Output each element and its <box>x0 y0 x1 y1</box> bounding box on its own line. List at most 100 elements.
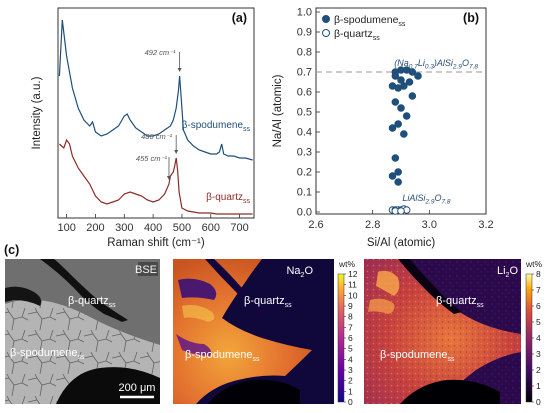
raman-spodumene-label: β-spodumeness <box>182 120 251 133</box>
raman-spodumene-line <box>58 19 253 161</box>
li2o-map: Li2O β-quartzss β-spodumeness wt% 0 1 2 3 4 5… <box>364 259 543 407</box>
bse-quartz-label: β-quartzss <box>68 295 116 309</box>
spodumene-point <box>391 72 400 80</box>
li2o-colorbar-tick-label: 4 <box>536 333 541 343</box>
na2o-colorbar-tick-label: 3 <box>348 365 353 375</box>
li2o-colorbar-tick-label: 5 <box>536 317 541 327</box>
panel-b-y-tick-label: 0.5 <box>297 107 312 119</box>
spodumene-point <box>394 168 402 176</box>
bse-void <box>56 367 160 404</box>
panel-a-x-tick-label: 400 <box>144 222 162 234</box>
panel-b-y-tick-label: 0.3 <box>297 147 312 159</box>
na2o-colorbar-tick-label: 12 <box>348 269 358 279</box>
panel-a-x-tick-label: 700 <box>230 222 248 234</box>
na2o-tag: Na2O <box>286 265 313 279</box>
panel-b-x-tick-label: 2.8 <box>365 219 380 231</box>
bse-spodumene-label: β-spodumeness <box>10 347 85 361</box>
panel-b-x-ticks: 2.6 2.8 3.0 3.2 <box>308 210 494 231</box>
na2o-colorbar <box>337 273 345 403</box>
spodumene-point <box>391 98 400 106</box>
panel-b-y-tick-label: 0.1 <box>297 187 312 199</box>
spodumene-point <box>394 178 402 186</box>
li2o-colorbar-tick-label: 0 <box>536 397 541 407</box>
raman-quartz-line <box>58 138 253 215</box>
legend-label: β-quartzss <box>334 28 380 42</box>
legend-label: β-spodumeness <box>334 14 406 28</box>
spodumene-point <box>397 76 405 84</box>
raman-peak-annotation: 455 cm⁻¹ <box>136 154 168 163</box>
bse-dark-crack-band <box>40 259 128 322</box>
panel-b-y-tick-label: 0.8 <box>297 47 312 59</box>
panel-b-y-ticks: 0.0 0.1 0.2 0.3 0.4 0.5 0.6 0.7 0.8 0.9 1.0 <box>297 7 320 219</box>
panel-b-points <box>388 66 422 215</box>
na2o-colorbar-tick-label: 1 <box>348 386 353 396</box>
na2o-colorbar-tick-label: 0 <box>348 397 353 407</box>
raman-peak-arrowhead <box>174 150 179 154</box>
na2o-colorbar-tick-label: 2 <box>348 376 353 386</box>
panel-a: (a) 100 200 300 400 500 600 700 Raman shift (c… <box>31 7 255 249</box>
spodumene-point <box>391 154 400 162</box>
li2o-colorbar <box>525 273 533 403</box>
panel-b-y-tick-label: 0.6 <box>297 87 312 99</box>
bse-image: BSE β-quartzss β-spodumeness 200 μm <box>5 259 160 404</box>
scale-bar-label: 200 μm <box>119 382 156 394</box>
spodumene-point <box>394 120 402 128</box>
panel-b-x-axis-title: Si/Al (atomic) <box>367 237 436 249</box>
panel-b-x-tick-label: 3.2 <box>478 219 493 231</box>
spodumene-point <box>397 104 405 112</box>
spodumene-point <box>408 92 417 100</box>
panel-a-x-tick-label: 100 <box>57 222 75 234</box>
panel-b: (b) 2.6 2.8 3.0 3.2 0.00.10.20.30.40.50.60.… <box>272 7 494 250</box>
na2o-void <box>208 379 300 404</box>
panel-a-y-axis-title: Intensity (a.u.) <box>31 76 43 149</box>
panel-b-y-tick-label: 1.0 <box>297 7 312 19</box>
na2o-colorbar-tick-label: 5 <box>348 344 353 354</box>
na2o-colorbar-tick-label: 9 <box>348 301 353 311</box>
panel-a-x-tick-label: 500 <box>173 222 191 234</box>
panel-a-x-axis-title: Raman shift (cm⁻¹) <box>107 237 205 249</box>
raman-quartz-label: β-quartzss <box>206 192 250 205</box>
legend-marker <box>322 29 330 37</box>
panel-a-annotations: 492 cm⁻¹ 480 cm⁻¹ 455 cm⁻¹ <box>136 48 182 180</box>
na2o-colorbar-tick-label: 10 <box>348 290 358 300</box>
na2o-quartz-label: β-quartzss <box>244 295 292 309</box>
na2o-colorbar-tick-label: 7 <box>348 322 353 332</box>
na2o-colorbar-tick-label: 11 <box>348 280 357 290</box>
bse-quartz-region <box>5 259 160 345</box>
li2o-colorbar-tick-label: 6 <box>536 301 541 311</box>
bse-dark-pore <box>5 286 42 306</box>
li2o-void <box>400 379 500 404</box>
li2o-colorbar-tick-label: 1 <box>536 381 541 391</box>
panel-b-y-tick-label: 0.9 <box>297 27 312 39</box>
li2o-colorbar-tick-label: 8 <box>536 269 541 279</box>
spodumene-point <box>405 78 414 86</box>
panel-b-y-axis-title: Na/Al (atomic) <box>272 74 284 147</box>
li2o-colorbar-tick-label: 2 <box>536 365 541 375</box>
spodumene-point <box>414 72 422 80</box>
spodumene-point <box>388 124 397 132</box>
raman-peak-arrowhead <box>166 176 171 180</box>
na2o-map: Na2O β-quartzss β-spodumeness wt% 012345… <box>173 259 358 407</box>
li2o-quartz-label: β-quartzss <box>436 295 484 309</box>
na2o-colorbar-tick-label: 8 <box>348 312 353 322</box>
panel-b-y-tick-label: 0.0 <box>297 207 312 219</box>
panel-b-y-tick-label: 0.2 <box>297 167 312 179</box>
na2o-colorbar-unit: wt% <box>338 259 356 269</box>
panel-b-label: (b) <box>463 11 479 25</box>
li2o-spodumene-label: β-spodumeness <box>380 349 455 363</box>
panel-a-x-tick-label: 600 <box>202 222 220 234</box>
na2o-colorbar-tick-label: 4 <box>348 354 353 364</box>
spodumene-point <box>402 112 411 120</box>
panel-b-y-tick-label: 0.7 <box>297 67 312 79</box>
legend-marker <box>322 15 330 23</box>
raman-peak-annotation: 480 cm⁻¹ <box>141 132 173 141</box>
raman-peak-arrowhead <box>177 68 182 72</box>
na2o-spodumene-label: β-spodumeness <box>185 349 260 363</box>
li2o-colorbar-unit: wt% <box>525 259 543 269</box>
annotation-li-formula: LiAlSi2.9O7.8 <box>402 193 450 206</box>
spodumene-point <box>408 68 417 76</box>
annotation-na-li-formula: (Na0.7Li0.3)AlSi2.9O7.8 <box>394 58 478 71</box>
li2o-colorbar-tick-label: 7 <box>536 285 541 295</box>
